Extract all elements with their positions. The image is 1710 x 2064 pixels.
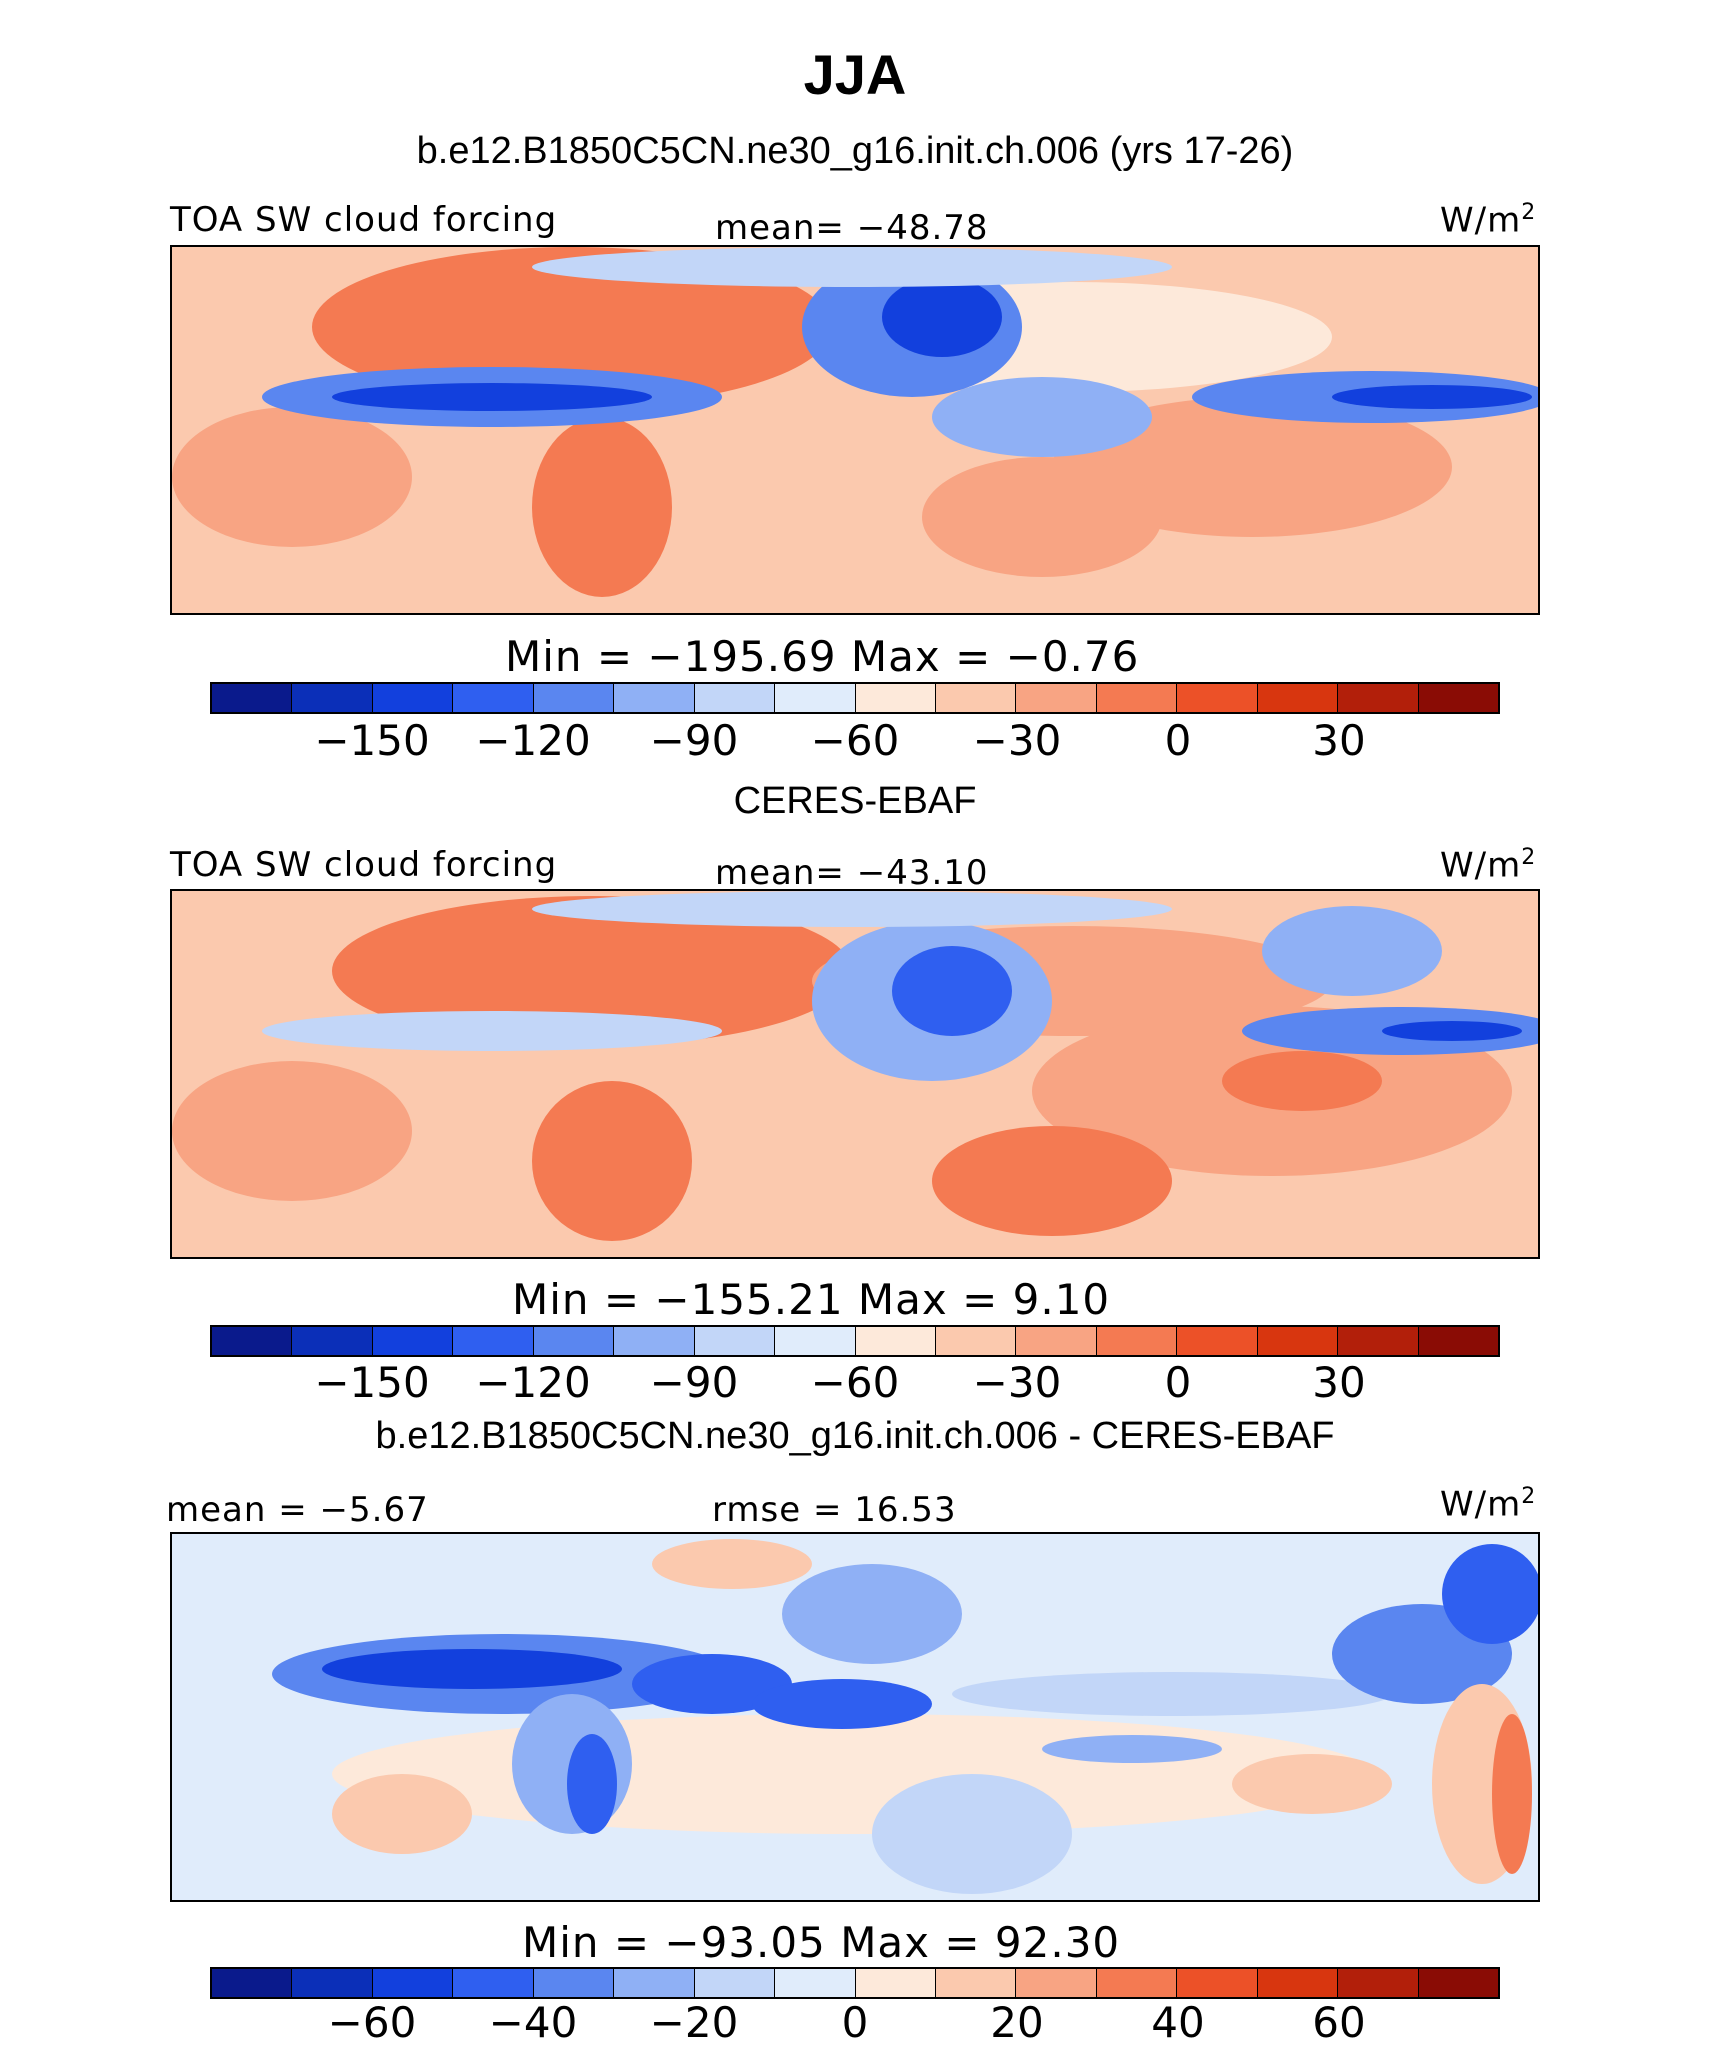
panel-2-tick: −150 <box>314 1358 430 1407</box>
colorbar-segment <box>533 684 615 712</box>
colorbar-segment <box>1016 1327 1097 1355</box>
panel-3-tick: −20 <box>649 1998 739 2047</box>
colorbar-segment <box>372 684 454 712</box>
colorbar-segment <box>1177 1969 1258 1997</box>
colorbar-segment <box>1096 684 1178 712</box>
colorbar-segment <box>775 1969 856 1997</box>
colorbar-segment <box>1257 1327 1339 1355</box>
panel-3-mean-label: mean = −5.67 <box>166 1490 429 1530</box>
panel-3-map <box>170 1532 1540 1902</box>
colorbar-segment <box>775 1327 856 1355</box>
colorbar-segment <box>1338 1327 1419 1355</box>
colorbar-segment <box>372 1969 454 1997</box>
colorbar-segment <box>1096 1327 1178 1355</box>
panel-1-variable-label: TOA SW cloud forcing <box>170 200 558 240</box>
panel-2-mean-label: mean= −43.10 <box>715 853 989 893</box>
colorbar-segment <box>1418 684 1498 712</box>
colorbar-segment <box>694 1327 776 1355</box>
panel-2-heading: CERES-EBAF <box>733 780 977 822</box>
panel-3-heading: b.e12.B1850C5CN.ne30_g16.init.ch.006 - C… <box>375 1415 1335 1457</box>
panel-2-map-field <box>172 891 1538 1257</box>
colorbar-segment <box>775 684 856 712</box>
panel-1-mean-label: mean= −48.78 <box>715 208 989 248</box>
panel-3-colorbar <box>210 1967 1500 1999</box>
colorbar-segment <box>1338 1969 1419 1997</box>
panel-2-tick: 0 <box>1164 1358 1192 1407</box>
colorbar-segment <box>212 1969 293 1997</box>
colorbar-segment <box>292 684 373 712</box>
panel-1-min-max: Min = −195.69 Max = −0.76 <box>505 632 1140 681</box>
panel-2-tick: −120 <box>475 1358 591 1407</box>
colorbar-segment <box>292 1969 373 1997</box>
colorbar-segment <box>935 684 1017 712</box>
colorbar-segment <box>935 1327 1017 1355</box>
panel-1-tick: −120 <box>475 716 591 765</box>
panel-3-min-max: Min = −93.05 Max = 92.30 <box>522 1918 1121 1967</box>
panel-1-map <box>170 245 1540 615</box>
colorbar-segment <box>292 1327 373 1355</box>
figure-title: JJA <box>803 43 907 106</box>
panel-1-tick: −30 <box>972 716 1062 765</box>
colorbar-segment <box>855 1327 936 1355</box>
panel-1-tick: 30 <box>1312 716 1366 765</box>
panel-3-map-field <box>172 1534 1538 1900</box>
panel-3-tick: −40 <box>488 1998 578 2047</box>
panel-3-tick: 60 <box>1312 1998 1366 2047</box>
panel-1-colorbar <box>210 682 1500 714</box>
colorbar-segment <box>1016 1969 1097 1997</box>
panel-1-tick: −60 <box>810 716 900 765</box>
colorbar-segment <box>212 1327 293 1355</box>
colorbar-segment <box>935 1969 1017 1997</box>
panel-1-units: W/m2 <box>1440 200 1537 241</box>
panel-1-tick: −150 <box>314 716 430 765</box>
colorbar-segment <box>694 684 776 712</box>
colorbar-segment <box>614 1327 695 1355</box>
panel-3-rmse-label: rmse = 16.53 <box>712 1490 957 1530</box>
panel-1-tick: 0 <box>1164 716 1192 765</box>
colorbar-segment <box>855 1969 936 1997</box>
colorbar-segment <box>855 684 936 712</box>
panel-2-tick: −90 <box>649 1358 739 1407</box>
panel-2-variable-label: TOA SW cloud forcing <box>170 845 558 885</box>
colorbar-segment <box>1177 1327 1258 1355</box>
colorbar-segment <box>1418 1969 1498 1997</box>
colorbar-segment <box>1016 684 1097 712</box>
colorbar-segment <box>1096 1969 1178 1997</box>
panel-2-map <box>170 889 1540 1259</box>
panel-2-colorbar <box>210 1325 1500 1357</box>
colorbar-segment <box>1257 684 1339 712</box>
panel-2-tick: −30 <box>972 1358 1062 1407</box>
colorbar-segment <box>212 684 293 712</box>
colorbar-segment <box>694 1969 776 1997</box>
panel-2-units: W/m2 <box>1440 845 1537 886</box>
panel-1-map-field <box>172 247 1538 613</box>
colorbar-segment <box>372 1327 454 1355</box>
colorbar-segment <box>533 1969 615 1997</box>
panel-1-tick: −90 <box>649 716 739 765</box>
panel-3-tick: 40 <box>1151 1998 1205 2047</box>
colorbar-segment <box>1418 1327 1498 1355</box>
panel-3-tick: 0 <box>841 1998 869 2047</box>
colorbar-segment <box>1177 684 1258 712</box>
panel-3-tick: −60 <box>327 1998 417 2047</box>
panel-2-tick: −60 <box>810 1358 900 1407</box>
colorbar-segment <box>453 684 534 712</box>
panel-2-tick: 30 <box>1312 1358 1366 1407</box>
panel-3-tick: 20 <box>990 1998 1044 2047</box>
panel-1-heading: b.e12.B1850C5CN.ne30_g16.init.ch.006 (yr… <box>416 130 1294 172</box>
colorbar-segment <box>614 684 695 712</box>
colorbar-segment <box>453 1969 534 1997</box>
colorbar-segment <box>1338 684 1419 712</box>
colorbar-segment <box>1257 1969 1339 1997</box>
colorbar-segment <box>453 1327 534 1355</box>
colorbar-segment <box>533 1327 615 1355</box>
panel-3-units: W/m2 <box>1440 1484 1537 1525</box>
colorbar-segment <box>614 1969 695 1997</box>
panel-2-min-max: Min = −155.21 Max = 9.10 <box>512 1275 1111 1324</box>
